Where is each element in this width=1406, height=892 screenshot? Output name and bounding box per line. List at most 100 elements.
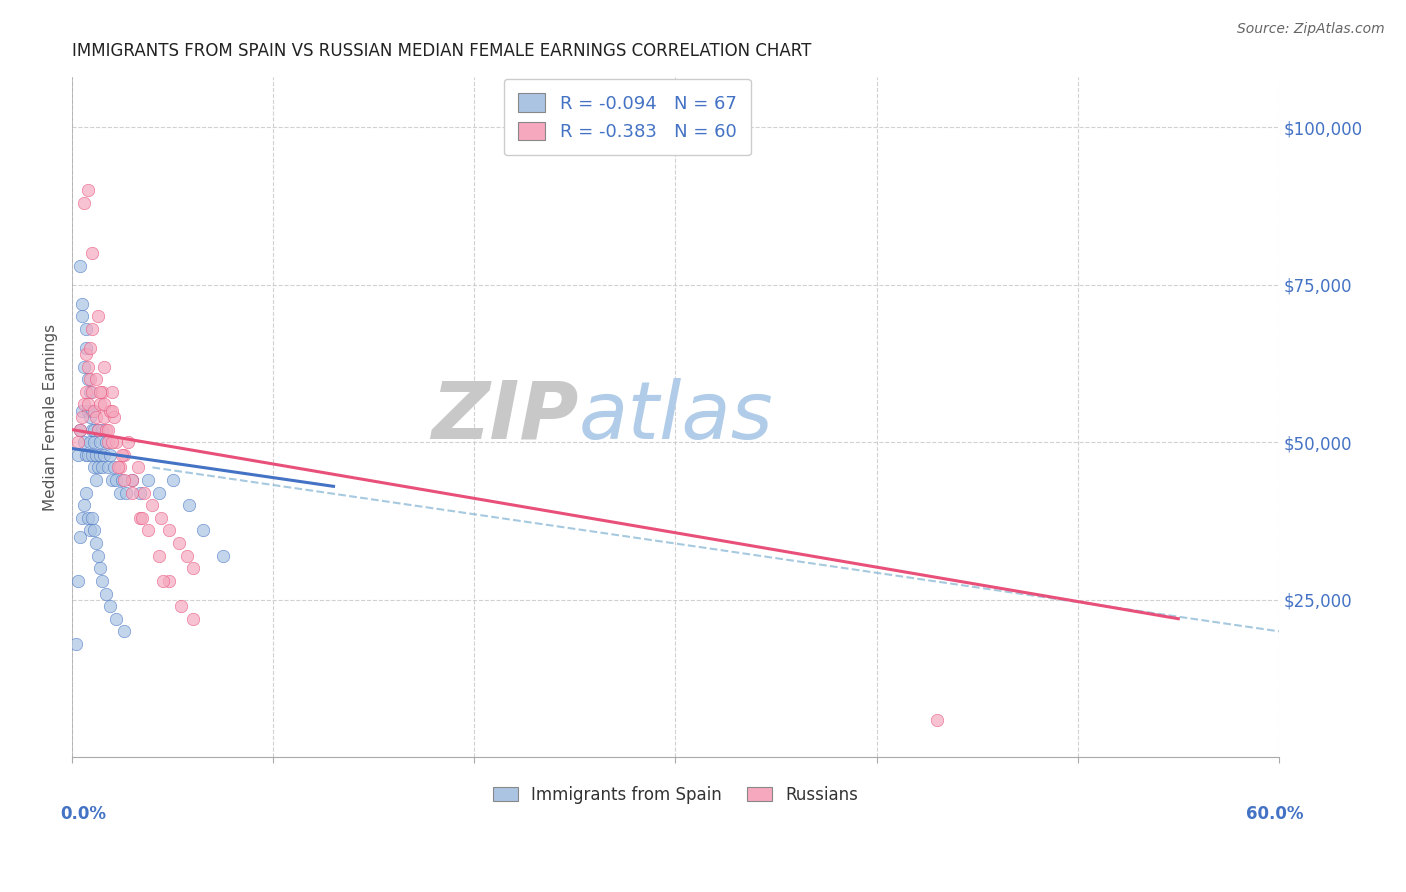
Point	[138, 473, 160, 487]
Point	[91, 460, 114, 475]
Point	[84, 448, 107, 462]
Point	[103, 460, 125, 475]
Point	[84, 372, 107, 386]
Point	[162, 473, 184, 487]
Point	[77, 183, 100, 197]
Point	[169, 599, 191, 613]
Point	[79, 524, 101, 538]
Point	[70, 296, 93, 310]
Point	[131, 511, 153, 525]
Point	[167, 536, 190, 550]
Text: 0.0%: 0.0%	[60, 805, 105, 823]
Point	[77, 448, 100, 462]
Point	[73, 397, 96, 411]
Point	[79, 409, 101, 424]
Point	[69, 423, 91, 437]
Point	[89, 435, 111, 450]
Point	[112, 624, 135, 639]
Point	[89, 448, 111, 462]
Point	[117, 435, 139, 450]
Point	[103, 409, 125, 424]
Text: IMMIGRANTS FROM SPAIN VS RUSSIAN MEDIAN FEMALE EARNINGS CORRELATION CHART: IMMIGRANTS FROM SPAIN VS RUSSIAN MEDIAN …	[72, 42, 811, 60]
Point	[107, 460, 129, 475]
Point	[77, 397, 100, 411]
Point	[111, 448, 134, 462]
Point	[98, 403, 121, 417]
Point	[157, 524, 180, 538]
Point	[181, 612, 204, 626]
Point	[82, 322, 104, 336]
Point	[121, 485, 143, 500]
Point	[82, 403, 104, 417]
Point	[83, 435, 105, 450]
Point	[93, 359, 115, 374]
Point	[925, 713, 948, 727]
Point	[89, 397, 111, 411]
Point	[148, 485, 170, 500]
Point	[127, 460, 149, 475]
Point	[89, 561, 111, 575]
Point	[101, 473, 124, 487]
Point	[87, 423, 110, 437]
Point	[87, 309, 110, 323]
Point	[110, 485, 132, 500]
Point	[87, 423, 110, 437]
Y-axis label: Median Female Earnings: Median Female Earnings	[44, 324, 58, 510]
Point	[96, 586, 118, 600]
Point	[138, 524, 160, 538]
Point	[181, 561, 204, 575]
Point	[105, 612, 128, 626]
Point	[110, 460, 132, 475]
Point	[83, 524, 105, 538]
Point	[91, 574, 114, 588]
Point	[115, 485, 138, 500]
Point	[177, 498, 200, 512]
Point	[96, 435, 118, 450]
Point	[67, 574, 90, 588]
Legend: Immigrants from Spain, Russians: Immigrants from Spain, Russians	[486, 779, 865, 810]
Point	[97, 435, 120, 450]
Point	[79, 384, 101, 399]
Point	[97, 423, 120, 437]
Point	[82, 448, 104, 462]
Point	[84, 473, 107, 487]
Point	[84, 409, 107, 424]
Point	[69, 423, 91, 437]
Point	[112, 473, 135, 487]
Point	[70, 309, 93, 323]
Point	[83, 403, 105, 417]
Point	[82, 384, 104, 399]
Point	[65, 637, 87, 651]
Point	[105, 473, 128, 487]
Point	[98, 448, 121, 462]
Text: ZIP: ZIP	[432, 378, 579, 456]
Point	[73, 195, 96, 210]
Point	[67, 435, 90, 450]
Point	[134, 485, 156, 500]
Point	[129, 511, 152, 525]
Point	[89, 384, 111, 399]
Point	[101, 435, 124, 450]
Point	[93, 409, 115, 424]
Point	[98, 599, 121, 613]
Point	[96, 423, 118, 437]
Text: Source: ZipAtlas.com: Source: ZipAtlas.com	[1237, 22, 1385, 37]
Point	[101, 384, 124, 399]
Point	[176, 549, 198, 563]
Point	[73, 498, 96, 512]
Point	[79, 341, 101, 355]
Point	[69, 530, 91, 544]
Point	[157, 574, 180, 588]
Point	[77, 511, 100, 525]
Point	[70, 409, 93, 424]
Point	[67, 448, 90, 462]
Point	[97, 460, 120, 475]
Point	[101, 403, 124, 417]
Point	[82, 246, 104, 260]
Point	[121, 473, 143, 487]
Point	[73, 359, 96, 374]
Point	[149, 511, 172, 525]
Point	[75, 384, 97, 399]
Point	[191, 524, 214, 538]
Point	[152, 574, 174, 588]
